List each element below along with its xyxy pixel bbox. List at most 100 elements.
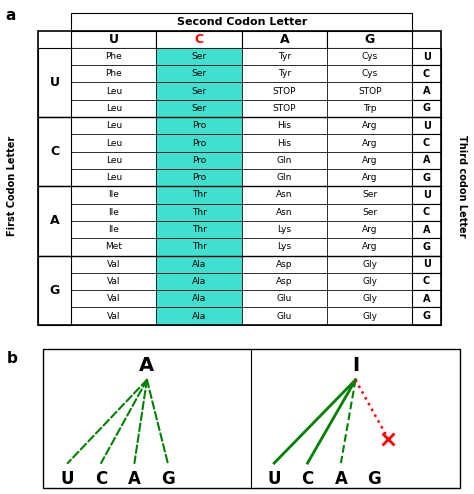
Bar xyxy=(156,152,242,169)
Text: A: A xyxy=(128,470,141,488)
Bar xyxy=(242,134,327,152)
Bar xyxy=(327,255,412,273)
Text: Gly: Gly xyxy=(362,260,377,269)
Bar xyxy=(412,169,441,186)
Text: Trp: Trp xyxy=(363,104,376,113)
Bar xyxy=(156,65,242,82)
Bar xyxy=(71,134,156,152)
Bar xyxy=(242,169,327,186)
Bar xyxy=(242,186,327,204)
Bar xyxy=(412,82,441,100)
Text: Ile: Ile xyxy=(109,208,119,217)
Text: b: b xyxy=(7,351,18,367)
Text: C: C xyxy=(301,470,314,488)
Text: G: G xyxy=(423,311,430,321)
Text: Val: Val xyxy=(107,277,120,286)
Text: Val: Val xyxy=(107,260,120,269)
Text: Second Codon Letter: Second Codon Letter xyxy=(176,17,307,27)
Text: A: A xyxy=(423,225,430,235)
Text: Lys: Lys xyxy=(277,225,292,234)
Bar xyxy=(43,349,460,488)
Text: Gly: Gly xyxy=(362,294,377,303)
Bar xyxy=(71,100,156,117)
Bar xyxy=(327,169,412,186)
Text: Ser: Ser xyxy=(191,104,207,113)
Text: Ala: Ala xyxy=(192,294,206,303)
Text: Pro: Pro xyxy=(192,121,206,130)
Bar xyxy=(156,204,242,221)
Bar xyxy=(71,307,156,325)
Text: Ser: Ser xyxy=(362,208,377,217)
Text: C: C xyxy=(423,207,430,217)
Text: Pro: Pro xyxy=(192,156,206,165)
Text: Ser: Ser xyxy=(191,52,207,61)
Bar xyxy=(156,48,242,65)
Bar xyxy=(412,255,441,273)
Text: Tyr: Tyr xyxy=(278,52,291,61)
Text: A: A xyxy=(50,214,59,227)
Bar xyxy=(327,117,412,134)
Bar xyxy=(156,290,242,307)
Bar xyxy=(242,152,327,169)
Text: Arg: Arg xyxy=(362,121,377,130)
Text: Gln: Gln xyxy=(277,156,292,165)
Text: Arg: Arg xyxy=(362,243,377,251)
Text: Pro: Pro xyxy=(192,138,206,148)
Bar xyxy=(71,152,156,169)
Text: U: U xyxy=(423,51,430,62)
Text: A: A xyxy=(280,33,289,46)
Bar xyxy=(156,100,242,117)
Bar xyxy=(412,238,441,255)
Bar xyxy=(242,65,327,82)
Text: A: A xyxy=(423,294,430,304)
Bar xyxy=(38,31,441,325)
Text: Ile: Ile xyxy=(109,225,119,234)
Bar xyxy=(242,82,327,100)
Text: Arg: Arg xyxy=(362,156,377,165)
Bar xyxy=(327,65,412,82)
Bar xyxy=(412,273,441,290)
Bar xyxy=(242,307,327,325)
Text: U: U xyxy=(109,33,119,46)
Bar xyxy=(71,31,156,48)
Text: Asn: Asn xyxy=(276,208,292,217)
Text: Met: Met xyxy=(105,243,122,251)
Text: Thr: Thr xyxy=(191,208,207,217)
Bar xyxy=(71,117,156,134)
Bar xyxy=(71,290,156,307)
Bar xyxy=(412,48,441,65)
Bar xyxy=(242,31,327,48)
Text: Third codon Letter: Third codon Letter xyxy=(457,135,467,238)
Text: Leu: Leu xyxy=(106,138,122,148)
Bar xyxy=(327,186,412,204)
Bar xyxy=(156,134,242,152)
Bar xyxy=(38,48,71,117)
Bar xyxy=(327,134,412,152)
Text: Thr: Thr xyxy=(191,225,207,234)
Bar xyxy=(71,255,156,273)
Bar xyxy=(327,48,412,65)
Text: a: a xyxy=(6,8,16,23)
Text: Val: Val xyxy=(107,312,120,321)
Text: Glu: Glu xyxy=(277,312,292,321)
Text: G: G xyxy=(367,470,381,488)
Text: C: C xyxy=(95,470,107,488)
Text: Ala: Ala xyxy=(192,312,206,321)
Text: U: U xyxy=(423,259,430,269)
Bar xyxy=(38,255,71,325)
Text: C: C xyxy=(423,69,430,79)
Text: Gly: Gly xyxy=(362,312,377,321)
Text: Asp: Asp xyxy=(276,277,292,286)
Bar xyxy=(412,152,441,169)
Text: Pro: Pro xyxy=(192,173,206,182)
Text: G: G xyxy=(365,33,375,46)
Text: A: A xyxy=(335,470,347,488)
Bar xyxy=(327,31,412,48)
Bar xyxy=(71,65,156,82)
Text: G: G xyxy=(423,172,430,183)
Text: C: C xyxy=(423,138,430,148)
Text: STOP: STOP xyxy=(273,104,296,113)
Text: His: His xyxy=(277,138,292,148)
Text: G: G xyxy=(423,103,430,114)
Text: His: His xyxy=(277,121,292,130)
